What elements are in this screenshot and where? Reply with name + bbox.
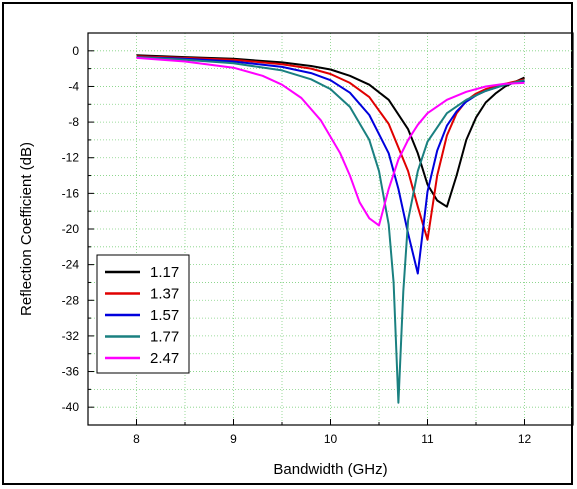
y-tick-label: 0 [72, 44, 79, 58]
axes: 0 -4 -8 -12 -16 -20 -24 -28 -32 -36 -40 8 9 10 11 12 [62, 44, 574, 446]
legend-label: 2.47 [150, 350, 179, 367]
y-tick-label: -36 [62, 365, 80, 379]
series-line-1.37 [136, 55, 525, 241]
y-tick-label: -8 [68, 115, 79, 129]
legend-label: 1.77 [150, 329, 179, 346]
y-tick-label: -16 [62, 186, 80, 200]
x-tick-label: 10 [324, 432, 338, 446]
series-layer [136, 54, 525, 404]
y-tick-label: -20 [62, 222, 80, 236]
x-tick-label: 9 [230, 432, 237, 446]
x-tick-label: 11 [421, 432, 434, 446]
y-tick-label: -32 [62, 329, 80, 343]
y-tick-label: -24 [62, 258, 80, 272]
y-tick-label: -4 [68, 79, 79, 93]
series-line-2.47 [136, 56, 525, 227]
series-line-1.77 [136, 56, 525, 404]
y-tick-label: -12 [62, 151, 80, 165]
x-tick-label: 12 [518, 432, 532, 446]
chart-frame [2, 2, 573, 485]
legend-label: 1.37 [150, 286, 179, 303]
y-axis-title: Reflection Coefficient (dB) [18, 142, 35, 316]
x-axis-title: Bandwidth (GHz) [273, 461, 387, 478]
legend-label: 1.17 [150, 264, 179, 281]
x-tick-label: 8 [133, 432, 140, 446]
series-line-1.17 [136, 54, 525, 208]
legend-label: 1.57 [150, 307, 179, 324]
y-tick-label: -40 [62, 400, 80, 414]
legend: 1.17 1.37 1.57 1.77 2.47 [96, 254, 190, 374]
y-tick-label: -28 [62, 293, 80, 307]
